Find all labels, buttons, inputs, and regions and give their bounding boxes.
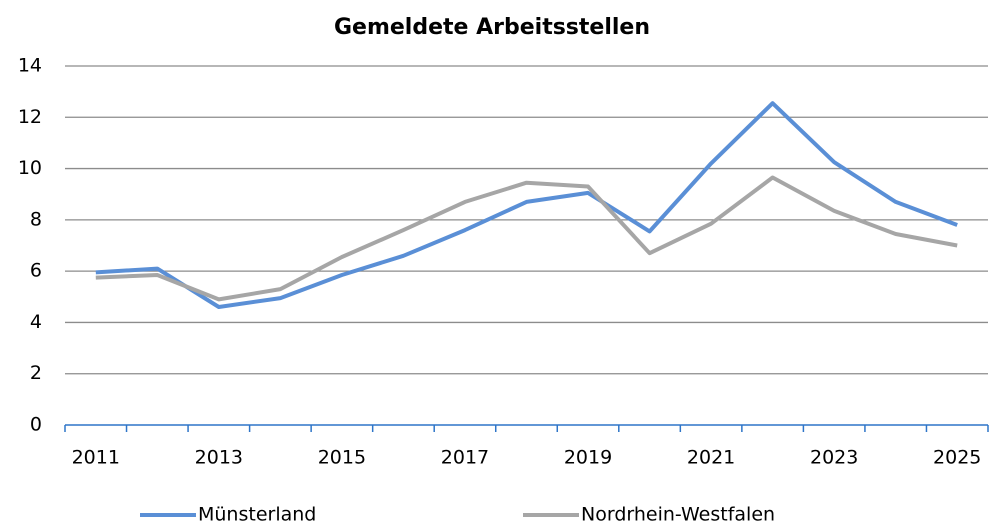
y-tick-label: 12 (18, 106, 42, 128)
x-tick-label: 2021 (687, 447, 735, 469)
y-tick-label: 0 (30, 414, 42, 436)
x-tick-label: 2025 (933, 447, 981, 469)
y-tick-label: 4 (30, 311, 42, 333)
y-tick-label: 8 (30, 208, 42, 230)
x-tick-label: 2013 (195, 447, 243, 469)
series-line (95, 101, 958, 309)
x-tick-label: 2015 (318, 447, 366, 469)
series-line (95, 175, 958, 302)
x-tick-label: 2023 (810, 447, 858, 469)
legend-label: Nordrhein-Westfalen (581, 504, 775, 525)
x-tick-label: 2011 (72, 447, 120, 469)
y-tick-label: 14 (18, 55, 42, 77)
y-tick-label: 10 (18, 157, 42, 179)
y-tick-label: 6 (30, 260, 42, 282)
x-tick-label: 2017 (441, 447, 489, 469)
y-tick-label: 2 (30, 362, 42, 384)
x-tick-label: 2019 (564, 447, 612, 469)
legend-label: Münsterland (198, 504, 316, 525)
chart-title: Gemeldete Arbeitsstellen (334, 15, 650, 40)
